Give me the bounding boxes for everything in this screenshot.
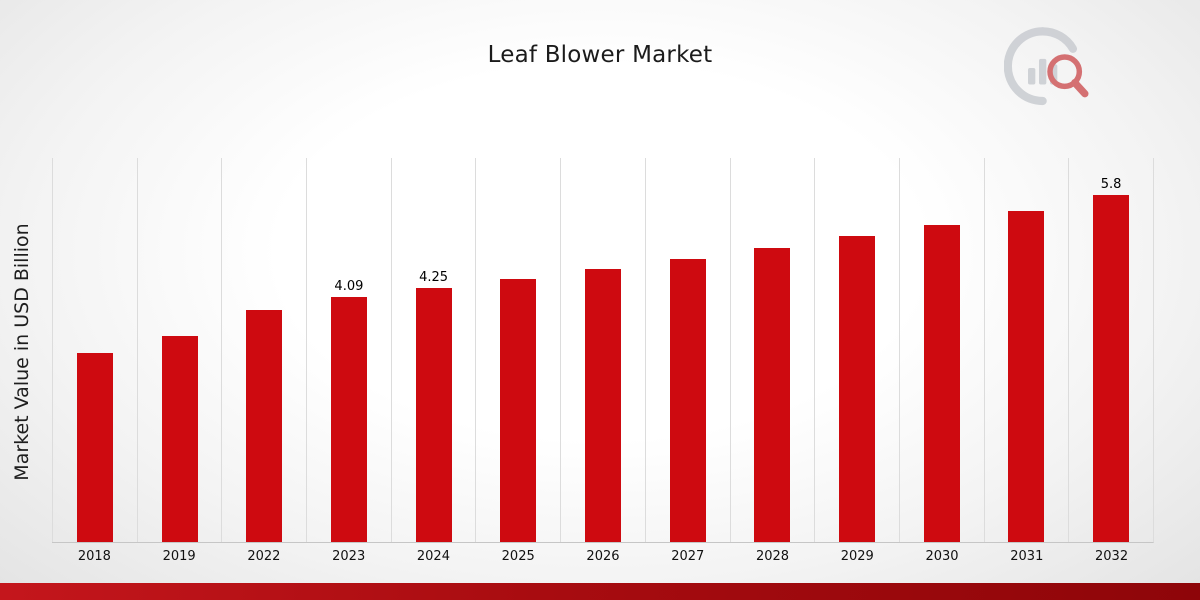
brand-logo	[1003, 24, 1096, 116]
bar-cell	[136, 158, 222, 542]
bar-cell	[644, 158, 730, 542]
y-axis-label: Market Value in USD Billion	[11, 223, 33, 481]
x-tick-label: 2027	[671, 549, 705, 564]
bar	[923, 225, 960, 542]
x-tick-label: 2024	[416, 549, 450, 564]
bar	[415, 287, 452, 542]
bar-cell	[560, 158, 645, 542]
x-tick-label: 2023	[332, 549, 366, 564]
x-tick-label: 2030	[925, 549, 959, 564]
bar-cell	[475, 158, 560, 542]
bar-cell: 4.09	[306, 158, 391, 542]
bar	[754, 247, 791, 542]
x-tick-label: 2019	[162, 549, 196, 564]
chart-title: Leaf Blower Market	[487, 42, 713, 68]
bar-chart-magnifier-icon	[1003, 27, 1089, 106]
x-axis: 2018 2019 2022 2023 2024 2025 2026 2027 2028 2029…	[52, 549, 1154, 571]
bar	[839, 235, 876, 542]
x-tick-label: 2018	[77, 549, 111, 564]
x-tick-label: 2031	[1010, 549, 1044, 564]
bar-cell	[52, 158, 137, 542]
bar-value-label: 4.25	[419, 269, 449, 285]
bar-cell	[729, 158, 815, 542]
bar	[330, 297, 367, 542]
bar	[584, 268, 621, 542]
bar-cell	[221, 158, 306, 542]
bar-cell: 5.8	[1068, 158, 1153, 542]
footer-band	[0, 583, 1200, 600]
bar	[669, 258, 706, 542]
bar-cell	[983, 158, 1069, 542]
bar-cell	[898, 158, 984, 542]
bar-value-label: 5.8	[1100, 177, 1122, 193]
x-tick-label: 2032	[1095, 549, 1129, 564]
plot-area: 4.09 4.25 5.8	[52, 158, 1154, 543]
x-tick-label: 2028	[755, 549, 790, 564]
bar	[1093, 195, 1130, 542]
x-tick-label: 2026	[586, 549, 620, 564]
bar-cell: 4.25	[390, 158, 476, 542]
x-tick-label: 2022	[247, 549, 281, 564]
bar	[76, 353, 113, 542]
bar	[500, 278, 537, 542]
bar	[161, 335, 198, 542]
x-tick-label: 2025	[501, 549, 535, 564]
bar	[246, 309, 283, 542]
x-tick-label: 2029	[840, 549, 874, 564]
bar-value-label: 4.09	[334, 279, 364, 295]
bar-cell	[814, 158, 899, 542]
bar	[1008, 210, 1045, 542]
